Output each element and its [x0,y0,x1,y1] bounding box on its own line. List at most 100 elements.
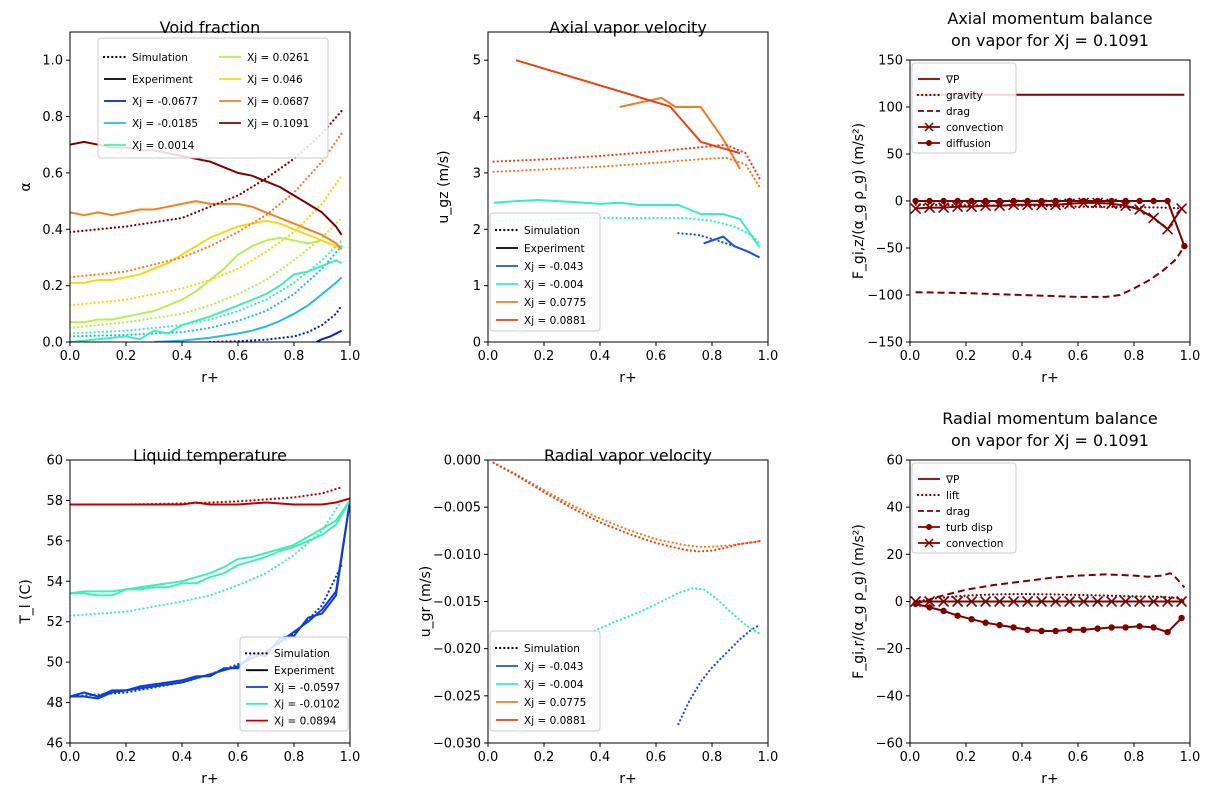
series-line-void-9 [70,174,343,307]
data-point-axialmom-3-16 [1134,203,1146,216]
series-line-void-1 [208,304,343,342]
series-line-void-0 [315,329,343,342]
legend-entry-label: Xj = 0.0894 [274,715,337,727]
series-line-liqtemp-5 [70,499,343,617]
data-point-radialmom-4-7 [1008,595,1020,608]
data-point-axialmom-4-5 [982,197,989,205]
axial-momentum-balance-panel: 0.0 0.2 0.4 0.6 0.8 1.0 −150 −100 −50 0 50 100 150 Ax… [851,9,1200,386]
data-point-axialmom-3-0 [910,202,922,215]
legend: ∇P gravity drag convection diffusion [911,62,1017,154]
data-point-radialmom-3-10 [1052,627,1059,635]
y-tick-label: 0 [895,595,903,610]
data-point-radialmom-4-3 [952,595,964,608]
data-point-radialmom-4-0 [910,595,922,608]
data-point-axialmom-4-19 [1181,242,1188,250]
data-point-radialmom-3-3 [954,612,961,619]
data-point-radialmom-3-1 [926,604,933,611]
data-point-axialmom-4-10 [1052,197,1059,205]
data-point-axialmom-4-7 [1010,197,1017,205]
data-point-axialmom-4-18 [1164,197,1171,205]
data-point-radialmom-4-18 [1162,595,1174,608]
legend-entry-label: gravity [946,90,983,102]
legend-entry-label: Simulation [132,52,188,64]
data-point-axialmom-3-15 [1120,200,1132,212]
data-point-radialmom-4-1 [924,595,936,608]
y-tick-label: 0.6 [42,166,63,181]
x-axis-label: r+ [201,771,219,787]
series-line-radialmom-2 [915,572,1186,605]
legend-entry-label: ∇P [945,474,959,486]
x-tick-label: 0.6 [646,750,667,765]
x-tick-label: 1.0 [340,750,361,765]
data-point-radialmom-3-8 [1024,626,1031,633]
series-line-radialvel-2 [492,461,761,548]
y-tick-label: −0.025 [433,689,481,704]
series-group [70,486,350,700]
x-tick-label: 0.6 [228,349,249,364]
legend-entry-label: Simulation [274,648,330,660]
series-line-axialvel-5 [492,156,761,189]
x-tick-label: 0.2 [116,750,137,765]
series-line-axialmom-3 [915,201,1183,231]
panel-title: on vapor for Xj = 0.1091 [951,431,1149,450]
data-point-radialmom-3-5 [982,619,989,626]
y-tick-label: 0.8 [42,110,63,125]
y-axis-label: u_gr (m/s) [418,566,434,638]
y-tick-label: 60 [46,454,63,469]
series-line-void-8 [70,219,343,284]
axes-frame [69,459,351,744]
y-tick-label: 5 [473,54,481,69]
data-point-radialmom-3-17 [1150,624,1157,631]
y-tick-label: −50 [876,242,903,257]
x-tick-label: 0.8 [1124,349,1145,364]
series-line-void-4 [70,259,343,342]
data-point-radialmom-4-11 [1064,595,1076,608]
data-point-radialmom-4-19 [1176,595,1188,608]
x-tick-label: 0.6 [1068,750,1089,765]
legend-entry-label: Xj = 0.0687 [247,96,309,108]
x-tick-label: 0.2 [534,349,555,364]
x-tick-label: 0.8 [702,750,723,765]
y-tick-label: 4 [473,110,481,125]
data-point-radialmom-4-2 [938,595,950,608]
legend-entry-label: Xj = 0.0881 [524,715,586,727]
y-tick-label: 150 [878,54,903,69]
legend-entry-label: Xj = -0.043 [524,261,583,273]
legend-entry-label: Xj = -0.0597 [274,682,340,694]
legend-entry-label: drag [946,506,970,518]
y-tick-label: 0.0 [42,336,63,351]
y-tick-label: −40 [876,689,903,704]
series-line-axialvel-7 [492,143,761,180]
series-line-void-2 [153,276,343,342]
data-point-axialmom-3-2 [938,202,950,214]
y-tick-label: 0.000 [444,454,481,469]
legend: Simulation Experiment Xj = -0.0677 Xj = -0.… [97,37,329,159]
data-point-axialmom-3-6 [994,200,1006,212]
data-point-radialmom-3-4 [968,615,975,623]
series-line-axialvel-0 [703,235,761,259]
legend-box [97,37,329,159]
y-axis-label: F_gi,z/(α_g ρ_g) (m/s²) [851,123,867,279]
series-group [492,461,761,726]
legend: Simulation Xj = -0.043 Xj = -0.004 Xj = 0.0… [489,630,601,732]
data-point-axialmom-3-19 [1176,202,1188,215]
data-point-axialmom-4-11 [1066,197,1073,205]
y-tick-label: 48 [46,696,63,711]
x-tick-label: 0.2 [534,750,555,765]
data-point-axialmom-4-6 [996,197,1003,205]
x-tick-label: 1.0 [340,349,361,364]
y-tick-label: 0.4 [42,223,63,238]
data-point-radialmom-3-9 [1038,627,1045,635]
data-point-axialmom-4-14 [1108,197,1115,205]
legend: ∇P lift drag turb disp convection [911,462,1017,554]
legend-box [239,636,349,732]
legend-entry-label: turb disp [946,522,993,534]
axes-frame [487,31,769,343]
y-tick-label: −0.010 [433,548,481,563]
data-point-radialmom-3-13 [1094,625,1101,632]
legend-entry-label: Experiment [274,665,335,677]
legend-marker [924,122,934,132]
y-tick-label: 0 [895,195,903,210]
x-axis-label: r+ [619,771,637,787]
y-tick-label: 40 [886,501,903,516]
